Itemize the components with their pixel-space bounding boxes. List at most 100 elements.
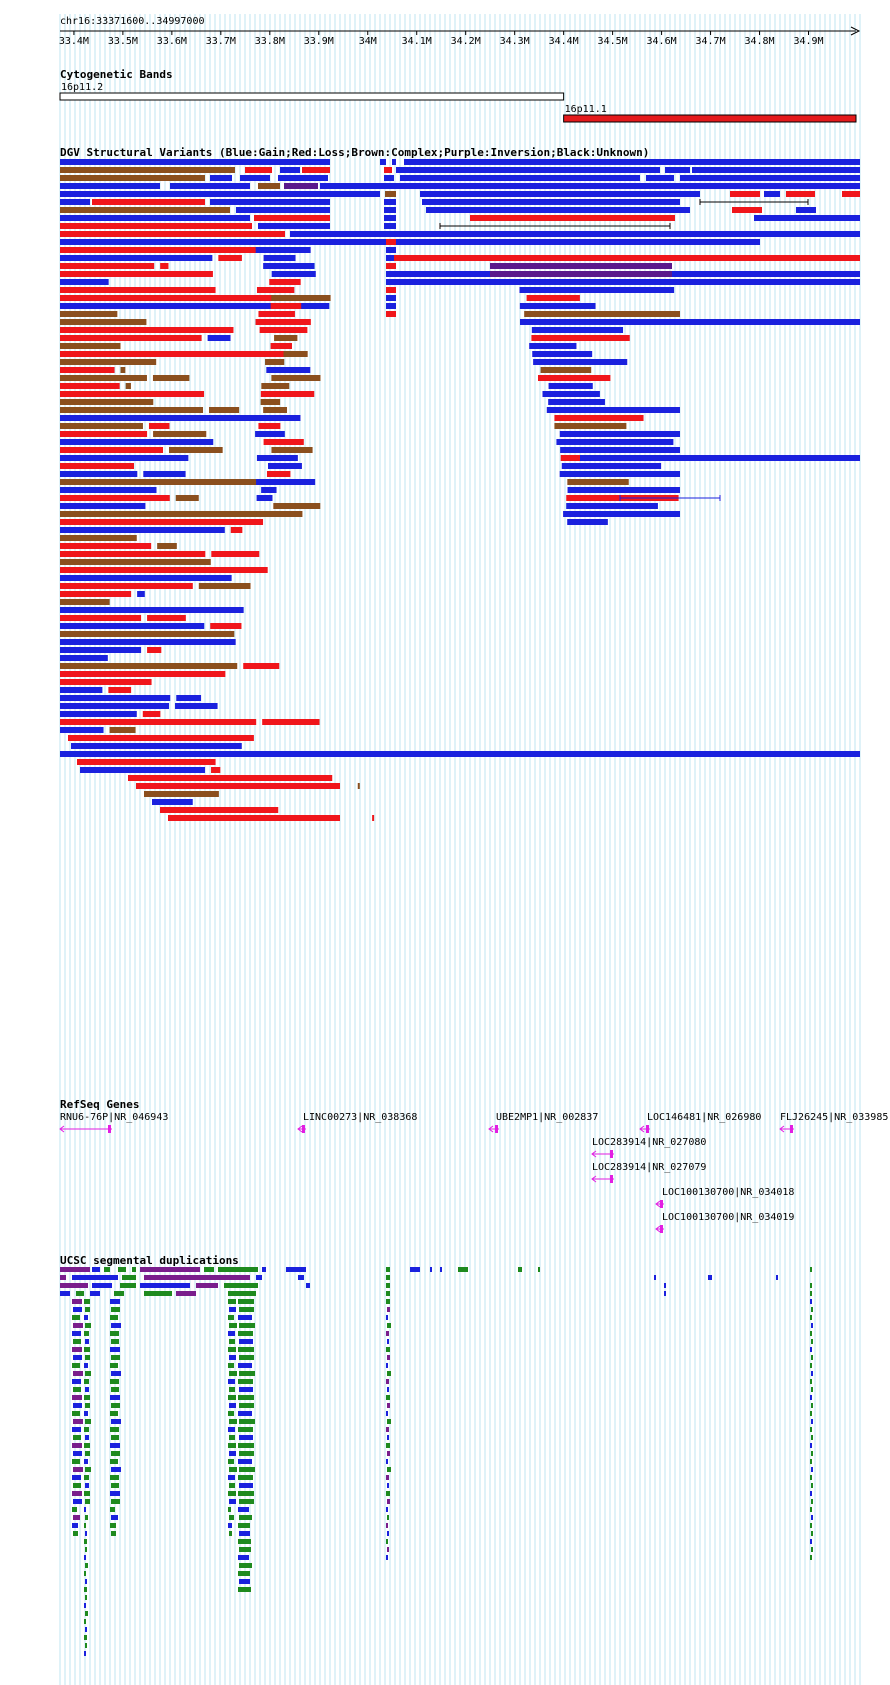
segdup-feature[interactable] bbox=[810, 1427, 812, 1432]
segdup-feature[interactable] bbox=[708, 1275, 712, 1280]
segdup-feature[interactable] bbox=[228, 1363, 234, 1368]
segdup-feature[interactable] bbox=[73, 1419, 83, 1424]
dgv-variant[interactable] bbox=[60, 503, 146, 509]
segdup-feature[interactable] bbox=[810, 1283, 812, 1288]
dgv-variant[interactable] bbox=[404, 159, 860, 165]
dgv-variant[interactable] bbox=[386, 271, 396, 277]
dgv-variant[interactable] bbox=[60, 191, 380, 197]
segdup-feature[interactable] bbox=[72, 1459, 80, 1464]
dgv-variant[interactable] bbox=[422, 199, 680, 205]
dgv-variant[interactable] bbox=[60, 543, 152, 549]
dgv-variant[interactable] bbox=[60, 303, 274, 309]
segdup-feature[interactable] bbox=[262, 1267, 266, 1272]
segdup-feature[interactable] bbox=[811, 1515, 813, 1520]
dgv-variant[interactable] bbox=[567, 479, 629, 485]
dgv-variant[interactable] bbox=[60, 383, 120, 389]
segdup-feature[interactable] bbox=[85, 1499, 90, 1504]
segdup-feature[interactable] bbox=[85, 1579, 87, 1584]
dgv-variant[interactable] bbox=[519, 303, 596, 309]
segdup-feature[interactable] bbox=[85, 1595, 87, 1600]
segdup-feature[interactable] bbox=[72, 1491, 82, 1496]
dgv-variant[interactable] bbox=[254, 215, 330, 221]
segdup-feature[interactable] bbox=[84, 1475, 89, 1480]
dgv-variant[interactable] bbox=[60, 623, 205, 629]
dgv-variant[interactable] bbox=[243, 663, 280, 669]
segdup-feature[interactable] bbox=[238, 1491, 254, 1496]
cyto-band[interactable] bbox=[59, 92, 565, 101]
segdup-feature[interactable] bbox=[72, 1347, 82, 1352]
segdup-feature[interactable] bbox=[811, 1307, 813, 1312]
segdup-feature[interactable] bbox=[72, 1395, 82, 1400]
segdup-feature[interactable] bbox=[238, 1315, 252, 1320]
segdup-feature[interactable] bbox=[122, 1275, 136, 1280]
segdup-feature[interactable] bbox=[72, 1411, 80, 1416]
dgv-variant[interactable] bbox=[60, 519, 264, 525]
segdup-feature[interactable] bbox=[228, 1459, 234, 1464]
segdup-feature[interactable] bbox=[85, 1371, 91, 1376]
segdup-feature[interactable] bbox=[238, 1443, 254, 1448]
segdup-feature[interactable] bbox=[111, 1339, 119, 1344]
refseq-gene-exon[interactable] bbox=[108, 1125, 111, 1133]
segdup-feature[interactable] bbox=[73, 1467, 83, 1472]
dgv-variant[interactable] bbox=[380, 159, 386, 165]
segdup-feature[interactable] bbox=[84, 1651, 86, 1656]
dgv-variant[interactable] bbox=[60, 183, 160, 189]
segdup-feature[interactable] bbox=[776, 1275, 778, 1280]
segdup-feature[interactable] bbox=[73, 1323, 83, 1328]
segdup-feature[interactable] bbox=[386, 1315, 388, 1320]
dgv-variant[interactable] bbox=[125, 383, 131, 389]
segdup-feature[interactable] bbox=[73, 1451, 82, 1456]
dgv-variant[interactable] bbox=[60, 631, 235, 637]
dgv-variant[interactable] bbox=[258, 311, 295, 317]
dgv-variant[interactable] bbox=[526, 295, 580, 301]
segdup-feature[interactable] bbox=[238, 1411, 252, 1416]
segdup-feature[interactable] bbox=[110, 1475, 119, 1480]
segdup-feature[interactable] bbox=[110, 1427, 119, 1432]
segdup-feature[interactable] bbox=[387, 1515, 389, 1520]
segdup-feature[interactable] bbox=[72, 1443, 82, 1448]
dgv-variant[interactable] bbox=[60, 479, 264, 485]
segdup-feature[interactable] bbox=[306, 1283, 310, 1288]
segdup-feature[interactable] bbox=[387, 1451, 390, 1456]
segdup-feature[interactable] bbox=[228, 1507, 231, 1512]
segdup-feature[interactable] bbox=[72, 1315, 80, 1320]
segdup-feature[interactable] bbox=[386, 1331, 389, 1336]
dgv-variant[interactable] bbox=[796, 207, 816, 213]
segdup-feature[interactable] bbox=[811, 1371, 813, 1376]
segdup-feature[interactable] bbox=[111, 1307, 120, 1312]
dgv-variant[interactable] bbox=[259, 327, 308, 333]
dgv-variant[interactable] bbox=[490, 271, 672, 277]
segdup-feature[interactable] bbox=[229, 1387, 235, 1392]
dgv-variant[interactable] bbox=[270, 351, 308, 357]
segdup-feature[interactable] bbox=[239, 1563, 252, 1568]
dgv-variant[interactable] bbox=[490, 263, 672, 269]
dgv-variant[interactable] bbox=[542, 391, 600, 397]
segdup-feature[interactable] bbox=[654, 1275, 656, 1280]
segdup-feature[interactable] bbox=[228, 1411, 234, 1416]
segdup-feature[interactable] bbox=[239, 1355, 254, 1360]
segdup-feature[interactable] bbox=[228, 1331, 235, 1336]
dgv-variant[interactable] bbox=[385, 191, 396, 197]
segdup-feature[interactable] bbox=[110, 1315, 118, 1320]
segdup-feature[interactable] bbox=[85, 1643, 87, 1648]
dgv-variant[interactable] bbox=[266, 471, 291, 477]
dgv-variant[interactable] bbox=[271, 271, 316, 277]
dgv-variant[interactable] bbox=[77, 759, 216, 765]
dgv-variant[interactable] bbox=[60, 263, 155, 269]
dgv-variant[interactable] bbox=[567, 519, 608, 525]
segdup-feature[interactable] bbox=[73, 1403, 82, 1408]
dgv-variant[interactable] bbox=[60, 495, 170, 501]
dgv-variant[interactable] bbox=[665, 167, 690, 173]
dgv-variant[interactable] bbox=[60, 223, 252, 229]
segdup-feature[interactable] bbox=[238, 1331, 253, 1336]
segdup-feature[interactable] bbox=[386, 1395, 390, 1400]
segdup-feature[interactable] bbox=[84, 1571, 86, 1576]
refseq-gene-exon[interactable] bbox=[610, 1175, 613, 1183]
dgv-variant[interactable] bbox=[240, 175, 270, 181]
dgv-variant[interactable] bbox=[386, 311, 396, 317]
dgv-variant[interactable] bbox=[554, 415, 644, 421]
segdup-feature[interactable] bbox=[810, 1395, 812, 1400]
dgv-variant[interactable] bbox=[60, 207, 230, 213]
segdup-feature[interactable] bbox=[410, 1267, 420, 1272]
segdup-feature[interactable] bbox=[85, 1483, 89, 1488]
